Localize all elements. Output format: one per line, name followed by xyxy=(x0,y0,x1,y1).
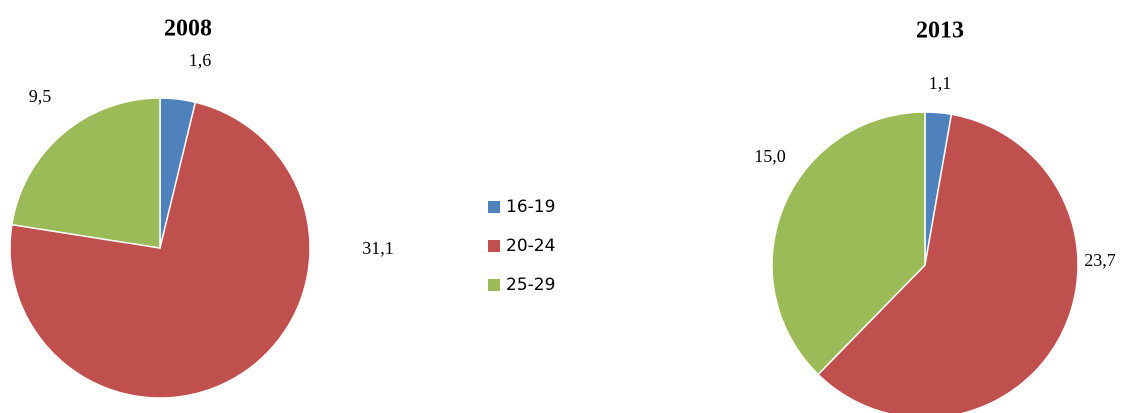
data-label: 31,1 xyxy=(362,238,394,258)
legend-label: 20-24 xyxy=(506,236,555,256)
legend-swatch xyxy=(488,240,500,252)
chart-title: 2008 xyxy=(164,16,212,42)
pie-slice xyxy=(10,97,161,249)
chart-title: 2013 xyxy=(916,18,964,44)
data-label: 1,1 xyxy=(929,73,952,93)
data-label: 9,5 xyxy=(29,86,52,106)
pie-slice xyxy=(817,113,1079,413)
legend-swatch xyxy=(488,279,500,291)
legend-label: 25-29 xyxy=(506,275,555,295)
pie-slice xyxy=(771,111,926,376)
legend-swatch xyxy=(488,201,500,213)
data-label: 1,6 xyxy=(189,50,212,70)
data-label: 23,7 xyxy=(1084,250,1116,270)
data-label: 15,0 xyxy=(754,146,786,166)
legend-label: 16-19 xyxy=(506,197,555,217)
pie-slice xyxy=(9,101,311,399)
